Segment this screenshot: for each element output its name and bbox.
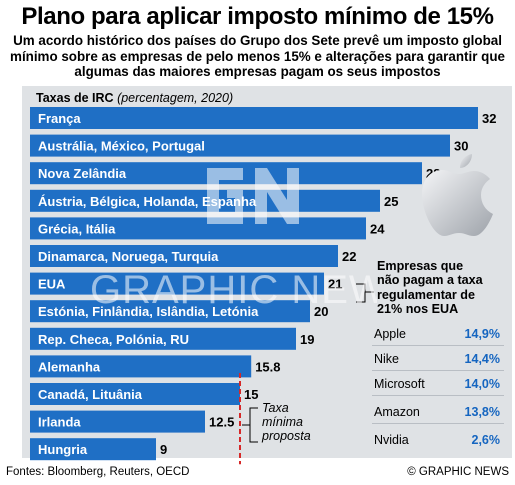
bar — [30, 134, 450, 157]
bar — [30, 383, 240, 405]
bar — [30, 272, 324, 295]
bar-value-label: 20 — [314, 304, 328, 319]
bar-value-label: 22 — [342, 249, 356, 264]
bar — [30, 217, 366, 240]
bar — [30, 245, 338, 267]
company-name: Apple — [374, 327, 406, 341]
bar-value-label: 19 — [300, 332, 314, 347]
bar — [30, 438, 156, 461]
company-rate: 14,4% — [464, 352, 500, 366]
bar-category-label: EUA — [38, 277, 66, 292]
company-row: Nvidia 2,6% — [372, 428, 504, 452]
minimum-rate-label: Taxa — [262, 401, 289, 415]
company-row: Apple 14,9% — [372, 322, 504, 346]
bar-value-label: 32 — [482, 111, 496, 126]
company-rate: 14,0% — [464, 377, 500, 391]
bar-value-label: 30 — [454, 139, 468, 154]
bar — [30, 300, 310, 323]
minimum-rate-label: proposta — [261, 429, 311, 443]
bar-category-label: Alemanha — [38, 359, 101, 374]
sources-note: Fontes: Bloomberg, Reuters, OECD — [6, 466, 190, 478]
chart-label-main: Taxas de IRC — [36, 91, 114, 105]
bar-value-label: 15 — [244, 387, 258, 402]
bar-value-label: 12.5 — [209, 415, 234, 430]
watermark-text: GRAPHIC NEWS — [90, 268, 416, 312]
minimum-rate-label-bracket — [249, 407, 258, 443]
bar — [30, 355, 252, 378]
bar-category-label: Canadá, Lituânia — [38, 387, 143, 402]
apple-logo-icon — [422, 154, 493, 236]
chart-axis-label: Taxas de IRC (percentagem, 2020) — [36, 91, 233, 105]
bar-category-label: Estónia, Finlândia, Islândia, Letónia — [38, 304, 259, 319]
company-rate: 14,9% — [464, 327, 500, 341]
company-name: Microsoft — [374, 377, 425, 391]
company-rate: 13,8% — [464, 405, 500, 419]
company-row: Amazon 13,8% — [372, 400, 504, 424]
company-name: Nike — [374, 352, 400, 366]
company-name: Amazon — [374, 405, 420, 419]
company-row: Microsoft 14,0% — [372, 372, 504, 396]
bar-category-label: Irlanda — [38, 415, 81, 430]
bar-value-label: 25 — [384, 194, 398, 209]
bar-category-label: Rep. Checa, Polónia, RU — [38, 332, 189, 347]
bar-category-label: França — [38, 111, 81, 126]
chart-subtitle: Um acordo histórico dos países do Grupo … — [10, 33, 505, 80]
bar-value-label: 24 — [370, 221, 385, 236]
graphic-news-logo-watermark — [207, 168, 299, 224]
chart-label-unit: (percentagem, 2020) — [117, 91, 234, 105]
bar-category-label: Nova Zelândia — [38, 166, 127, 181]
company-rate: 2,6% — [471, 433, 501, 447]
callout-title: Empresas que não pagam a taxa regulament… — [377, 259, 483, 317]
bar-category-label: Grécia, Itália — [38, 221, 116, 236]
bar — [30, 107, 478, 129]
chart-title: Plano para aplicar imposto mínimo de 15% — [21, 3, 494, 30]
bar-value-label: 21 — [328, 277, 342, 292]
company-row: Nike 14,4% — [372, 347, 504, 371]
bar-value-label: 15.8 — [255, 359, 280, 374]
credit-note: © GRAPHIC NEWS — [407, 466, 509, 478]
bar-category-label: Austrália, México, Portugal — [38, 139, 205, 154]
bar-value-label: 9 — [160, 442, 167, 457]
minimum-rate-label: mínima — [262, 415, 303, 429]
bar — [30, 410, 205, 433]
callout-bracket — [356, 283, 366, 303]
bar-category-label: Áustria, Bélgica, Holanda, Espanha — [38, 194, 257, 209]
bar — [30, 327, 296, 350]
bar-category-label: Hungria — [38, 442, 88, 457]
company-name: Nvidia — [374, 433, 409, 447]
bar-category-label: Dinamarca, Noruega, Turquia — [38, 249, 219, 264]
